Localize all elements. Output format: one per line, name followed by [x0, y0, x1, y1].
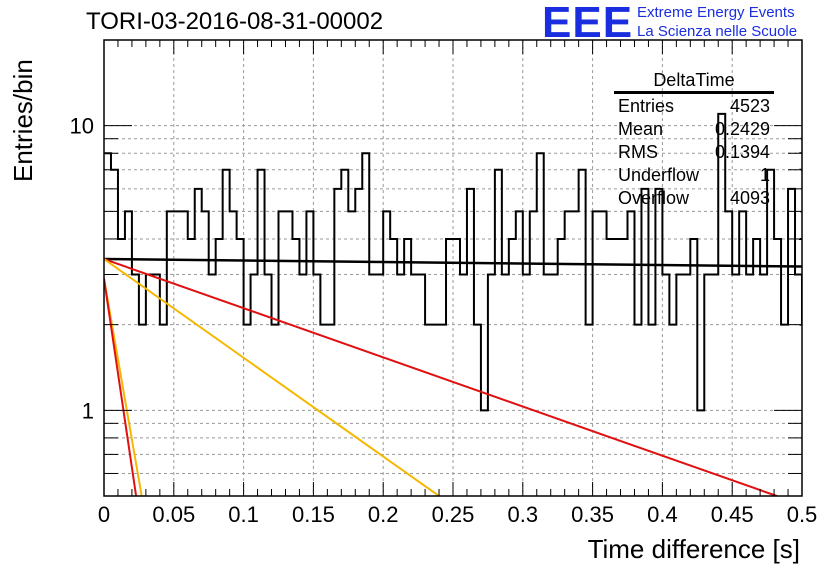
stats-label: Underflow: [618, 165, 700, 185]
x-tick-label: 0.5: [787, 502, 818, 527]
stats-value: 0.2429: [714, 119, 770, 139]
x-tick-label: 0.1: [228, 502, 259, 527]
x-tick-label: 0.35: [571, 502, 614, 527]
fit-curve: [104, 258, 778, 496]
x-tick-label: 0.05: [152, 502, 195, 527]
fit-curves-layer: [104, 257, 802, 496]
stats-value: 4523: [729, 96, 770, 116]
x-tick-label: 0.25: [432, 502, 475, 527]
x-tick-label: 0.15: [292, 502, 335, 527]
stats-row-mean: Mean 0.2429: [614, 118, 774, 141]
y-axis-label: Entries/bin: [8, 59, 38, 182]
logo-caption-line1: Extreme Energy Events: [637, 4, 795, 21]
stats-row-rms: RMS 0.1394: [614, 141, 774, 164]
stats-value: 1: [759, 165, 770, 185]
y-tick-label: 1: [82, 398, 94, 423]
fit-curve: [104, 258, 440, 496]
x-tick-label: 0: [98, 502, 110, 527]
stats-row-entries: Entries 4523: [614, 95, 774, 118]
stats-label: Overflow: [618, 188, 690, 208]
fit-curve: [104, 278, 138, 496]
stats-label: Entries: [618, 96, 675, 116]
eee-logo: EEE: [542, 0, 634, 47]
stats-title: DeltaTime: [614, 70, 774, 94]
stats-box: DeltaTime Entries 4523 Mean 0.2429 RMS 0…: [614, 70, 774, 210]
logo-caption-line2: La Scienza nelle Scuole: [637, 23, 798, 40]
logo-caption: Extreme Energy Events La Scienza nelle S…: [637, 3, 797, 41]
stats-row-overflow: Overflow 4093: [614, 187, 774, 210]
histogram-outline: [104, 112, 802, 412]
x-axis-label: Time difference [s]: [587, 534, 800, 564]
histogram-layer: [104, 112, 802, 412]
x-tick-label: 0.4: [647, 502, 678, 527]
y-tick-label: 10: [70, 114, 94, 139]
fit-curve: [104, 257, 802, 268]
tick-labels-layer: 0 0.05 0.1 0.15 0.2 0.25 0.3 0.35 0.4 0.45 0.5 1 10: [70, 114, 818, 527]
stats-value: 4093: [729, 188, 770, 208]
stats-value: 0.1394: [714, 142, 770, 162]
chart-title: TORI-03-2016-08-31-00002: [86, 8, 384, 35]
x-tick-label: 0.3: [508, 502, 539, 527]
x-tick-label: 0.45: [711, 502, 754, 527]
stats-row-underflow: Underflow 1: [614, 164, 774, 187]
stats-label: Mean: [618, 119, 664, 139]
x-tick-label: 0.2: [368, 502, 399, 527]
stats-label: RMS: [618, 142, 658, 162]
ticks-layer: [103, 39, 803, 497]
